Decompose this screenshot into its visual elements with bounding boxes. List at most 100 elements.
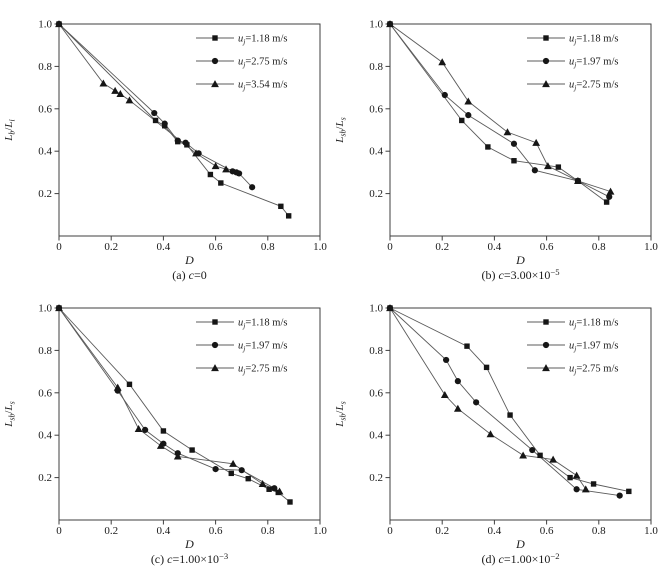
data-point-triangle <box>572 471 581 479</box>
data-point-circle <box>465 112 472 119</box>
data-point-triangle <box>549 455 558 463</box>
series-line-triangle <box>58 307 280 492</box>
data-point-square <box>603 199 610 205</box>
data-point-square <box>511 158 517 164</box>
data-point-circle <box>441 91 448 99</box>
data-point-triangle <box>55 304 63 312</box>
x-axis-label: D <box>184 537 194 551</box>
data-point-square <box>189 447 195 453</box>
data-point-square <box>218 180 224 186</box>
data-point-triangle <box>156 441 165 449</box>
data-point-circle <box>211 341 219 349</box>
y-tick-label: 1.0 <box>38 19 52 31</box>
x-tick-label: 0.6 <box>209 525 223 537</box>
data-point-circle <box>542 341 550 349</box>
data-point-triangle <box>211 162 220 170</box>
legend-label: uj=3.54 m/s <box>238 80 287 93</box>
data-point-square <box>285 213 292 219</box>
data-point-square <box>485 144 491 150</box>
data-point-triangle <box>574 176 582 184</box>
panel-d: 0 0.2 0.4 0.6 0.8 1.0 0.2 0.4 0.6 0.8 1.0 uj=1.18 m… <box>331 284 662 568</box>
data-point-triangle <box>111 86 120 94</box>
legend-label: uj=2.75 m/s <box>238 57 287 70</box>
data-point-triangle <box>222 165 230 173</box>
data-point-circle <box>606 193 613 200</box>
data-point-circle <box>211 57 219 65</box>
data-point-square <box>543 35 549 41</box>
data-point-square <box>212 35 218 41</box>
y-tick-label: 0.6 <box>369 103 383 115</box>
data-point-circle <box>161 120 168 127</box>
series-line-square <box>389 23 607 203</box>
panel-a-chart: 0 0.2 0.4 0.6 0.8 1.0 0.2 0.4 0.6 0.8 1.0 uj=1.18 m… <box>3 19 327 283</box>
data-point-square <box>567 474 573 481</box>
x-tick-label: 1.0 <box>644 525 658 537</box>
data-point-square <box>590 481 597 487</box>
data-point-triangle <box>125 96 134 104</box>
x-tick-label: 0.8 <box>261 241 275 253</box>
data-point-triangle <box>134 424 143 432</box>
y-tick-label: 0.2 <box>369 472 383 484</box>
x-tick-label: 0.2 <box>104 241 118 253</box>
y-tick-label: 0.4 <box>369 430 383 442</box>
data-point-triangle <box>173 452 182 460</box>
series-line-circle <box>58 23 253 188</box>
data-point-triangle <box>519 451 528 459</box>
x-tick-label: 0.4 <box>157 525 171 537</box>
y-tick-label: 0.2 <box>38 188 52 200</box>
data-point-triangle <box>606 187 615 195</box>
y-tick-label: 0.8 <box>369 61 383 73</box>
panel-b-chart: 0 0.2 0.4 0.6 0.8 1.0 0.2 0.4 0.6 0.8 1.0 uj=1.18 m… <box>334 19 658 283</box>
data-point-square <box>212 319 218 325</box>
series-line-triangle <box>58 23 227 170</box>
legend-label: uj=1.18 m/s <box>238 34 287 47</box>
data-point-triangle <box>544 162 552 170</box>
data-point-circle <box>235 170 243 177</box>
panel-caption: (a) c=0 <box>172 268 206 282</box>
x-axis-label: D <box>515 537 525 551</box>
y-tick-label: 1.0 <box>38 303 52 315</box>
data-point-circle <box>454 378 461 385</box>
series-line-square <box>389 307 629 492</box>
x-axis-label: D <box>184 253 194 267</box>
x-tick-label: 0.8 <box>592 525 606 537</box>
y-tick-label: 0.4 <box>369 146 383 158</box>
x-tick-label: 0.6 <box>209 241 223 253</box>
data-point-triangle <box>113 383 122 391</box>
data-point-square <box>228 470 234 477</box>
data-point-square <box>287 499 293 505</box>
y-tick-label: 0.2 <box>369 188 383 200</box>
data-point-circle <box>542 57 550 65</box>
legend-label: uj=1.97 m/s <box>569 341 618 354</box>
x-tick-label: 0.2 <box>104 525 118 537</box>
data-point-square <box>245 475 251 482</box>
data-point-circle <box>238 467 245 474</box>
data-point-square <box>160 428 167 434</box>
y-tick-label: 1.0 <box>369 19 383 31</box>
series-line-circle <box>389 23 610 198</box>
axis-frame <box>389 23 652 237</box>
y-axis-label: Lsb/Ls <box>334 117 348 143</box>
y-tick-label: 0.8 <box>38 345 52 357</box>
x-tick-label: 0.2 <box>435 525 449 537</box>
x-tick-label: 0 <box>387 525 393 537</box>
x-tick-label: 1.0 <box>313 525 327 537</box>
x-tick-label: 0.4 <box>157 241 171 253</box>
panel-c-chart: 0 0.2 0.4 0.6 0.8 1.0 0.2 0.4 0.6 0.8 1.0 uj=1.18 m… <box>3 303 327 567</box>
y-axis-label: Lsb/Ls <box>334 401 348 427</box>
y-tick-label: 0.6 <box>369 387 383 399</box>
data-point-circle <box>573 486 580 493</box>
y-tick-label: 0.4 <box>38 430 52 442</box>
data-point-triangle <box>440 391 449 399</box>
data-point-triangle <box>542 364 550 372</box>
x-tick-label: 0.4 <box>488 525 502 537</box>
panel-d-chart: 0 0.2 0.4 0.6 0.8 1.0 0.2 0.4 0.6 0.8 1.0 uj=1.18 m… <box>334 303 658 567</box>
data-point-triangle <box>211 364 219 372</box>
data-point-circle <box>510 140 518 147</box>
data-point-square <box>459 117 465 124</box>
axis-frame <box>389 307 652 521</box>
panel-b: 0 0.2 0.4 0.6 0.8 1.0 0.2 0.4 0.6 0.8 1.0 uj=1.18 m… <box>331 0 662 284</box>
x-tick-label: 0.8 <box>592 241 606 253</box>
x-tick-label: 0.6 <box>540 525 554 537</box>
panel-caption: (d) c=1.00×10−2 <box>481 551 559 566</box>
